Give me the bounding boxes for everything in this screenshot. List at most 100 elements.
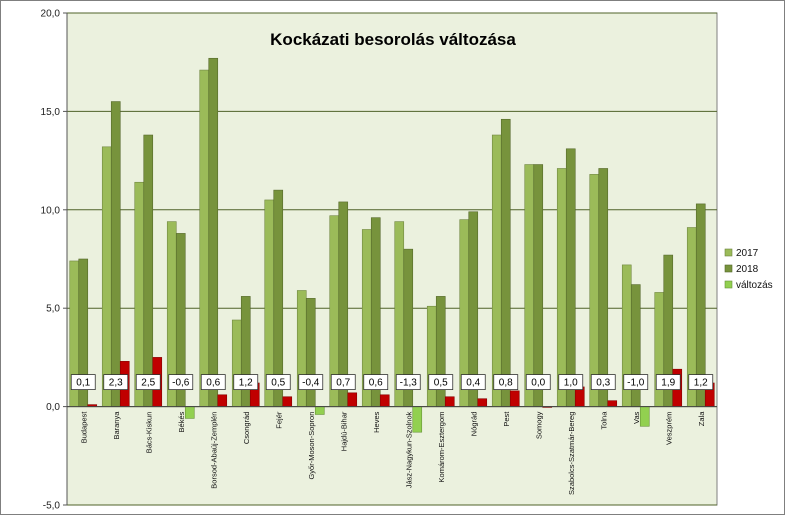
x-tick-label: Nógrád (469, 412, 478, 437)
data-label-box (460, 374, 486, 391)
bar-2017 (199, 69, 210, 407)
data-label: 0,0 (531, 378, 545, 389)
chart-title: Kockázati besorolás változása (270, 30, 516, 49)
data-label-box (363, 374, 389, 391)
data-label-box (558, 374, 584, 391)
data-label-box (298, 374, 324, 391)
data-label: 2,3 (109, 378, 123, 389)
data-label: 0,6 (206, 378, 220, 389)
data-labels: 0,1 2,3 2,5 -0,6 0,6 1,2 0,5 -0,4 0,7 0,6 -1,3 0,5 0… (70, 374, 714, 391)
legend: 2017 2018 változás (724, 248, 773, 291)
x-tick-label: Hajdú-Bihar (339, 411, 348, 451)
x-tick-label: Heves (372, 411, 381, 433)
x-tick-label: Békés (177, 411, 186, 432)
bar-2017 (491, 134, 502, 407)
bar-valtozas (347, 392, 358, 407)
x-tick-label: Somogy (534, 411, 543, 439)
x-tick-label: Győr-Moson-Sopron (307, 412, 316, 480)
bar-2017 (524, 164, 535, 407)
bar-2018 (240, 296, 251, 407)
x-tick-label: Komárom-Esztergom (437, 412, 446, 483)
y-tick-label: 10,0 (41, 205, 61, 216)
data-label-box (330, 374, 356, 391)
x-tick-label: Veszprém (664, 412, 673, 445)
data-label: 2,5 (141, 378, 155, 389)
x-tick-label: Csongrád (242, 412, 251, 445)
y-tick-label: 20,0 (41, 9, 61, 20)
bar-valtozas (184, 406, 195, 419)
x-tick-label: Pest (502, 411, 511, 427)
bar-valtozas (379, 394, 390, 407)
data-label-box (135, 374, 161, 391)
bar-valtozas (314, 406, 325, 415)
bar-2018 (143, 134, 154, 407)
data-label-box (168, 374, 194, 391)
y-tick-label: 15,0 (41, 107, 61, 118)
data-label: 1,0 (564, 378, 578, 389)
legend-label: 2018 (736, 264, 759, 275)
data-label: -0,6 (172, 378, 190, 389)
bar-2017 (231, 319, 242, 407)
x-tick-label: Szabolcs-Szatmár-Bereg (567, 412, 576, 495)
bar-2018 (110, 101, 121, 407)
data-label: 0,1 (76, 378, 90, 389)
y-axis: -5,0 0,0 5,0 10,0 15,0 20,0 (41, 9, 68, 512)
bar-2018 (565, 148, 576, 407)
bar-valtozas (607, 400, 618, 407)
y-tick-label: -5,0 (43, 501, 61, 512)
plot-area (66, 12, 718, 506)
x-tick-label: Jász-Nagykun-Szolnok (404, 411, 413, 488)
bar-valtozas (444, 396, 455, 407)
x-tick-label: Baranya (112, 411, 121, 440)
data-label-box (655, 374, 681, 391)
data-label: 0,6 (369, 378, 383, 389)
data-label: -1,0 (627, 378, 645, 389)
bar-2018 (305, 298, 316, 407)
data-label-box (265, 374, 291, 391)
data-label: 0,3 (596, 378, 610, 389)
data-label-box (428, 374, 454, 391)
x-tick-label: Borsod-Abaúj-Zemplén (209, 412, 218, 489)
data-label-box (525, 374, 551, 391)
bar-2017 (101, 146, 112, 407)
bar-2018 (273, 189, 284, 407)
y-tick-label: 0,0 (46, 402, 60, 413)
x-tick-label: Budapest (79, 411, 88, 444)
data-label: -1,3 (400, 378, 418, 389)
data-label: 0,5 (434, 378, 448, 389)
y-tick-label: 5,0 (46, 304, 60, 315)
legend-swatch (724, 264, 733, 273)
legend-label: 2017 (736, 248, 759, 259)
data-label-box (103, 374, 129, 391)
data-label-box (623, 374, 649, 391)
bars (69, 57, 715, 433)
legend-swatch (724, 280, 733, 289)
data-label: 0,7 (336, 378, 350, 389)
x-tick-label: Bács-Kiskun (144, 412, 153, 454)
data-label-box (70, 374, 96, 391)
x-tick-label: Zala (697, 411, 706, 426)
data-label-box (200, 374, 226, 391)
bar-2017 (556, 168, 567, 407)
x-tick-label: Fejér (274, 411, 283, 429)
bar-2018 (598, 168, 609, 407)
bar-valtozas (477, 398, 488, 407)
bar-2018 (500, 118, 511, 407)
bar-2017 (134, 181, 145, 407)
x-tick-label: Vas (632, 411, 641, 424)
data-label: 1,2 (694, 378, 708, 389)
data-label-box (590, 374, 616, 391)
bar-valtozas (217, 394, 228, 407)
bar-valtozas (412, 406, 423, 433)
bar-2018 (533, 164, 544, 407)
data-label: 1,9 (661, 378, 675, 389)
legend-swatch (724, 248, 733, 257)
bar-2018 (435, 296, 446, 407)
x-tick-label: Tolna (599, 411, 608, 430)
bar-2017 (426, 305, 437, 407)
data-label-box (493, 374, 519, 391)
legend-label: változás (736, 280, 773, 291)
data-label-box (395, 374, 421, 391)
